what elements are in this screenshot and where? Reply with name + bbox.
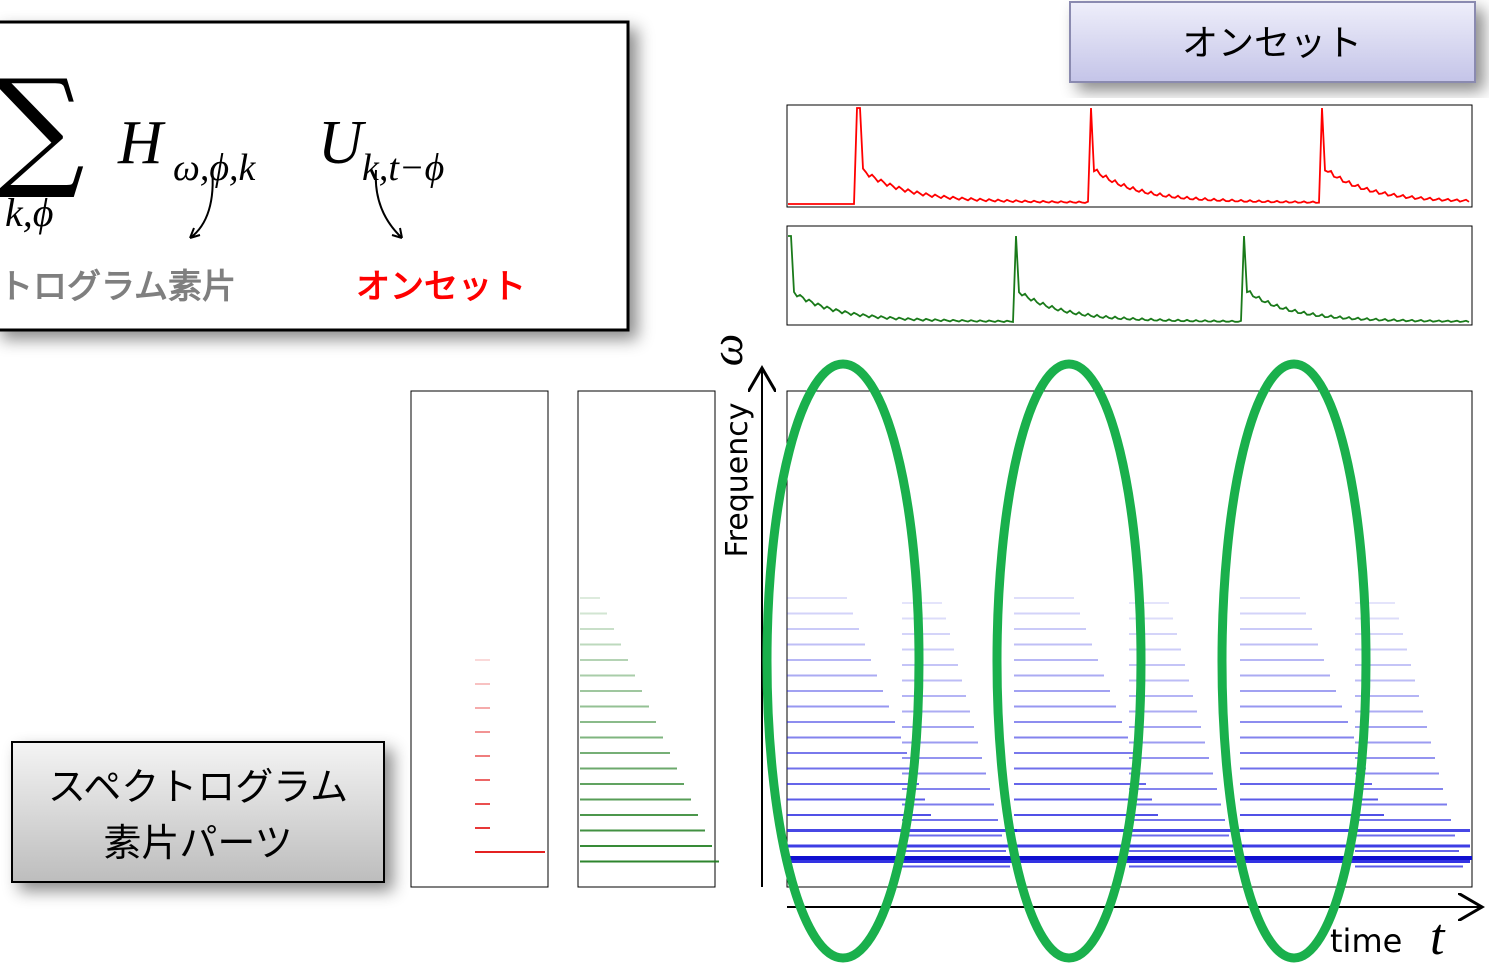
highlight-ellipse: [1217, 359, 1371, 963]
onset-plot-green: [786, 225, 1473, 326]
part-green: [577, 390, 716, 888]
time-label: time: [1330, 922, 1402, 960]
onset-button-text: オンセット: [1182, 23, 1362, 64]
onset-label: オンセット: [356, 267, 526, 307]
formula-box: [0, 20, 630, 332]
u-subscript: k,t−ϕ: [362, 147, 444, 189]
h-symbol: H: [117, 109, 166, 177]
arrow: [189, 167, 214, 239]
freq-label: Frequency: [720, 403, 755, 558]
h-subscript: ω,ϕ,k: [173, 147, 256, 189]
sum-symbol: ∑: [0, 51, 85, 203]
time-symbol: t: [1430, 909, 1446, 964]
parts-box-line1: スペクトログラム: [48, 765, 348, 809]
u-symbol: U: [318, 109, 367, 177]
onset-button: [1069, 1, 1476, 83]
part-red: [410, 390, 549, 888]
sum-subscript: k,ϕ: [5, 190, 53, 235]
arrow: [374, 169, 403, 239]
onset-curve: [788, 235, 1470, 324]
parts-box-line2: 素片パーツ: [103, 821, 292, 865]
highlight-ellipse: [992, 359, 1146, 963]
onset-curve: [788, 107, 1470, 205]
highlight-ellipse: [762, 359, 924, 963]
freq-symbol: ω: [701, 334, 752, 366]
parts-box: [11, 741, 385, 883]
